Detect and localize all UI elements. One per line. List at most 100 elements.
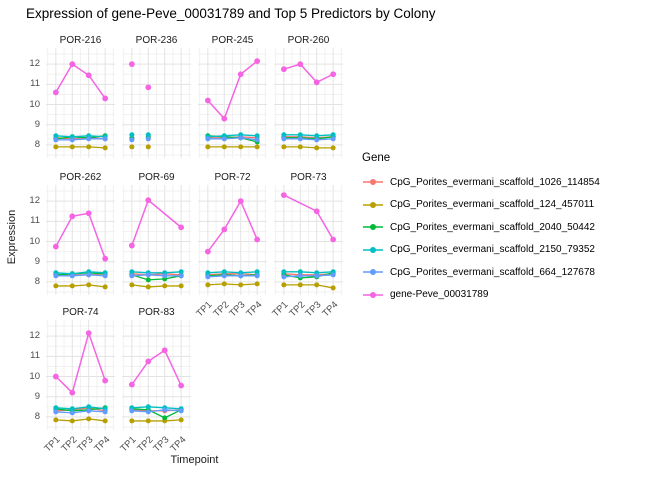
series-line xyxy=(131,273,182,276)
legend-item: CpG_Porites_evermani_scaffold_1026_11485… xyxy=(362,175,600,189)
y-tick-label: 10 xyxy=(29,98,40,110)
y-tick-label: 12 xyxy=(29,330,40,342)
data-point xyxy=(102,255,109,262)
data-point xyxy=(178,224,185,231)
data-point xyxy=(129,132,135,138)
series-line xyxy=(55,212,106,259)
data-point xyxy=(330,285,336,291)
data-point xyxy=(297,61,304,68)
data-point xyxy=(52,373,59,380)
data-point xyxy=(297,282,303,288)
facet-plot xyxy=(198,185,267,295)
series-line xyxy=(283,138,334,141)
data-point xyxy=(178,269,184,275)
data-point xyxy=(254,236,261,243)
data-point xyxy=(178,417,184,423)
y-tick-label: 10 xyxy=(29,370,40,382)
data-point xyxy=(314,282,320,288)
legend-key-icon xyxy=(363,201,383,208)
data-point xyxy=(161,347,168,354)
series-line xyxy=(283,146,334,149)
data-point xyxy=(53,273,59,279)
legend-item-label: CpG_Porites_evermani_scaffold_1026_11485… xyxy=(390,176,600,188)
data-point xyxy=(69,273,75,279)
data-point xyxy=(86,408,92,414)
legend-key-icon xyxy=(363,246,383,253)
data-point xyxy=(52,243,59,250)
data-point xyxy=(178,283,184,289)
legend-items: CpG_Porites_evermani_scaffold_1026_11485… xyxy=(362,175,600,302)
data-point xyxy=(145,277,151,283)
y-tick-label: 9 xyxy=(34,255,40,267)
data-point xyxy=(128,381,135,388)
facet-title: POR-260 xyxy=(287,35,330,46)
y-tick-label: 9 xyxy=(34,118,40,130)
series-line xyxy=(131,419,182,422)
facet-title: POR-216 xyxy=(59,35,102,46)
data-point xyxy=(53,144,59,150)
data-point xyxy=(178,408,184,414)
data-point xyxy=(69,144,75,150)
data-point xyxy=(205,144,211,150)
y-tick-label: 12 xyxy=(29,58,40,70)
data-point xyxy=(129,282,135,288)
data-point xyxy=(281,136,287,142)
data-point xyxy=(128,242,135,249)
legend-key-icon xyxy=(363,291,383,298)
data-point xyxy=(238,282,244,288)
data-point xyxy=(280,66,287,73)
data-point xyxy=(162,407,168,413)
data-point xyxy=(254,269,260,275)
data-point xyxy=(330,145,336,151)
y-axis-title: Expression xyxy=(6,209,18,265)
data-point xyxy=(102,95,109,102)
data-point xyxy=(145,144,151,150)
data-point xyxy=(69,213,76,220)
data-point xyxy=(221,136,227,142)
data-point xyxy=(129,273,135,279)
x-tick-label: TP4 xyxy=(244,299,265,320)
series-line xyxy=(131,406,182,410)
data-point xyxy=(129,408,135,414)
facet-plot xyxy=(122,320,191,430)
facet-POR-69: POR-69 xyxy=(122,171,191,295)
facet-plot xyxy=(46,320,115,430)
data-point xyxy=(85,330,92,337)
data-point xyxy=(162,273,168,279)
legend-item: gene-Peve_00031789 xyxy=(362,288,600,302)
data-point xyxy=(204,97,211,104)
data-point xyxy=(145,418,151,424)
series-line xyxy=(131,274,182,277)
facet-plot xyxy=(46,185,115,295)
data-point xyxy=(69,137,75,143)
series-line xyxy=(55,407,106,412)
data-point xyxy=(145,284,151,290)
series-line xyxy=(55,138,106,141)
series-line xyxy=(131,408,182,419)
data-point xyxy=(129,418,135,424)
legend-item-label: gene-Peve_00031789 xyxy=(390,289,489,300)
data-point xyxy=(128,61,135,68)
data-point xyxy=(221,269,227,275)
series-line xyxy=(131,271,182,274)
facet-title: POR-73 xyxy=(290,172,327,183)
data-point xyxy=(205,270,211,276)
data-point xyxy=(204,248,211,255)
series-line xyxy=(283,136,334,140)
series-line xyxy=(131,349,182,386)
facet-title: POR-83 xyxy=(138,307,175,318)
data-point xyxy=(145,409,151,415)
series-line xyxy=(207,283,258,286)
series-line xyxy=(207,271,258,274)
data-point xyxy=(102,418,108,424)
data-point xyxy=(330,236,337,243)
data-point xyxy=(281,269,287,275)
data-point xyxy=(86,144,92,150)
series-line xyxy=(283,134,334,137)
data-point xyxy=(52,89,59,96)
x-axis-title: Timepoint xyxy=(170,454,219,466)
data-point xyxy=(86,404,92,410)
series-line xyxy=(283,284,334,289)
x-tick-label: TP4 xyxy=(320,299,341,320)
series-line xyxy=(283,63,334,84)
